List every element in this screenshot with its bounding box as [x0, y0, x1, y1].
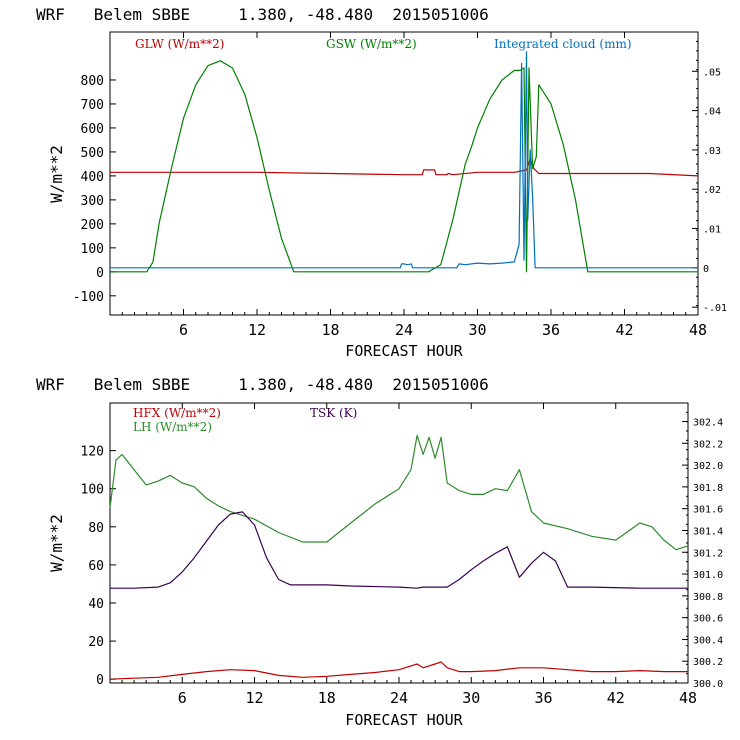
x-tick-label: 36 — [542, 321, 560, 339]
x-tick-label: 42 — [607, 689, 625, 707]
y-tick-label: 800 — [81, 74, 104, 89]
panel-1: WRF Belem SBBE 1.380, -48.480 2015051006… — [36, 5, 727, 360]
y-tick-label: 400 — [81, 170, 104, 185]
y-tick-label: 100 — [81, 483, 104, 498]
y-tick-label: 0 — [96, 266, 104, 281]
y2-tick-label: -.01 — [703, 303, 727, 314]
x-tick-label: 48 — [679, 689, 697, 707]
panel-1-series — [110, 51, 699, 273]
panel-1-xlabel: FORECAST HOUR — [345, 342, 463, 360]
x-tick-label: 6 — [178, 689, 187, 707]
y-tick-label: 500 — [81, 146, 104, 161]
panel-2-frame — [109, 402, 689, 684]
x-tick-label: 6 — [179, 321, 188, 339]
panel-2-xlabel: FORECAST HOUR — [345, 711, 463, 729]
legend-integrated-cloud: Integrated cloud (mm) — [494, 37, 632, 51]
y-tick-label: 80 — [88, 521, 104, 536]
panel-2-ylabel: W/m**2 — [47, 514, 66, 572]
x-tick-label: 36 — [534, 689, 552, 707]
x-tick-label: 18 — [321, 321, 339, 339]
series-line-0-2 — [110, 51, 698, 269]
x-tick-label: 24 — [395, 321, 413, 339]
y2-tick-label: 0 — [703, 264, 709, 275]
x-tick-label: 24 — [390, 689, 408, 707]
y2-tick-label: 300.2 — [693, 657, 723, 668]
legend-lh: LH (W/m**2) — [133, 420, 212, 434]
y-tick-label: 300 — [81, 194, 104, 209]
y-tick-label: 20 — [88, 635, 104, 650]
y2-tick-label: .02 — [703, 185, 721, 196]
x-tick-label: 12 — [245, 689, 263, 707]
y-tick-label: 120 — [81, 445, 104, 460]
y-tick-label: 600 — [81, 122, 104, 137]
panel-2-series — [109, 434, 689, 680]
series-line-0-0 — [110, 158, 699, 177]
y2-tick-label: 301.4 — [693, 526, 723, 537]
y2-tick-label: 300.8 — [693, 592, 723, 603]
y2-tick-label: 301.8 — [693, 483, 723, 494]
x-tick-label: 48 — [689, 321, 707, 339]
y-tick-label: 0 — [96, 673, 104, 688]
panel-2: WRF Belem SBBE 1.380, -48.480 2015051006… — [36, 375, 723, 729]
y-tick-label: -100 — [73, 290, 104, 305]
x-tick-label: 12 — [248, 321, 266, 339]
x-tick-label: 18 — [318, 689, 336, 707]
panel-1-title: WRF Belem SBBE 1.380, -48.480 2015051006 — [36, 5, 489, 24]
y2-tick-label: .01 — [703, 225, 721, 236]
series-line-0-1 — [110, 60, 698, 273]
panel-1-ylabel: W/m**2 — [47, 145, 66, 203]
y-tick-label: 40 — [88, 597, 104, 612]
y2-tick-label: .03 — [703, 146, 721, 157]
panel-2-title: WRF Belem SBBE 1.380, -48.480 2015051006 — [36, 375, 489, 394]
series-line-1-1 — [109, 434, 689, 551]
panel-2-ticks: 6 12 18 24 30 36 42 48 0 20 40 60 80 100 120 300.0 300.2… — [81, 402, 723, 707]
series-line-1-0 — [109, 661, 688, 680]
y2-tick-label: 301.2 — [693, 548, 723, 559]
y2-tick-label: 301.0 — [693, 570, 723, 581]
x-tick-label: 42 — [615, 321, 633, 339]
series-line-1-2 — [110, 511, 688, 589]
y-tick-label: 700 — [81, 98, 104, 113]
y2-tick-label: 302.0 — [693, 461, 723, 472]
y2-tick-label: 300.4 — [693, 635, 723, 646]
x-tick-label: 30 — [462, 689, 480, 707]
y2-tick-label: 301.6 — [693, 505, 723, 516]
y-tick-label: 200 — [81, 218, 104, 233]
y2-tick-label: 300.0 — [693, 679, 723, 690]
panel-1-ticks: 6 12 18 24 30 36 42 48 -100 0 100 200 300 400 500 600 70… — [73, 31, 727, 339]
legend-gsw: GSW (W/m**2) — [326, 37, 417, 51]
y2-tick-label: 300.6 — [693, 614, 723, 625]
legend-tsk: TSK (K) — [310, 406, 357, 420]
y-tick-label: 100 — [81, 242, 104, 257]
x-tick-label: 30 — [468, 321, 486, 339]
legend-hfx: HFX (W/m**2) — [133, 406, 221, 420]
y2-tick-label: .05 — [703, 67, 721, 78]
legend-glw: GLW (W/m**2) — [135, 37, 224, 51]
y2-tick-label: 302.2 — [693, 439, 723, 450]
y2-tick-label: 302.4 — [693, 418, 723, 429]
y2-tick-label: .04 — [703, 107, 721, 118]
y-tick-label: 60 — [88, 559, 104, 574]
